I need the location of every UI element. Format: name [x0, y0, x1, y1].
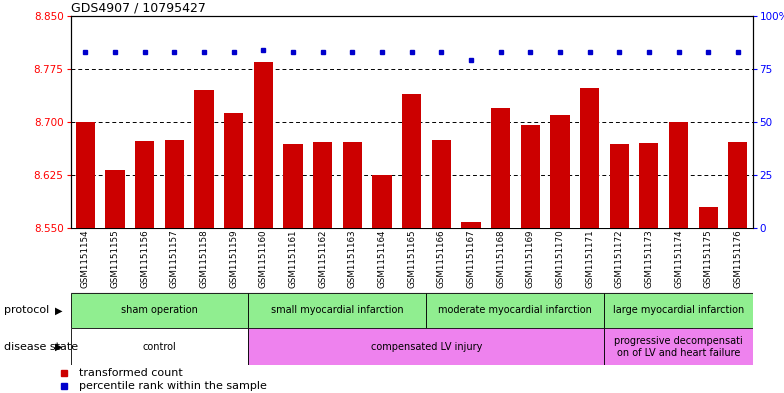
Bar	[639, 143, 659, 228]
Text: GSM1151156: GSM1151156	[140, 229, 149, 288]
Text: GDS4907 / 10795427: GDS4907 / 10795427	[71, 2, 205, 15]
Text: GSM1151157: GSM1151157	[170, 229, 179, 288]
Bar	[604, 293, 753, 328]
Text: GSM1151175: GSM1151175	[704, 229, 713, 288]
Text: GSM1151163: GSM1151163	[348, 229, 357, 288]
Text: percentile rank within the sample: percentile rank within the sample	[78, 381, 267, 391]
Bar	[580, 88, 599, 228]
Text: GSM1151155: GSM1151155	[111, 229, 119, 288]
Text: small myocardial infarction: small myocardial infarction	[271, 305, 404, 316]
Text: sham operation: sham operation	[121, 305, 198, 316]
Bar	[609, 145, 629, 228]
Bar	[604, 328, 753, 365]
Bar	[461, 222, 481, 228]
Bar	[254, 62, 273, 228]
Text: compensated LV injury: compensated LV injury	[371, 342, 482, 352]
Text: GSM1151172: GSM1151172	[615, 229, 624, 288]
Text: GSM1151162: GSM1151162	[318, 229, 327, 288]
Text: GSM1151166: GSM1151166	[437, 229, 446, 288]
Text: GSM1151167: GSM1151167	[466, 229, 475, 288]
Text: GSM1151168: GSM1151168	[496, 229, 505, 288]
Text: GSM1151159: GSM1151159	[229, 229, 238, 288]
Bar	[283, 145, 303, 228]
Text: GSM1151161: GSM1151161	[289, 229, 297, 288]
Text: GSM1151170: GSM1151170	[555, 229, 564, 288]
Text: GSM1151171: GSM1151171	[585, 229, 594, 288]
Text: GSM1151165: GSM1151165	[407, 229, 416, 288]
Bar	[194, 90, 214, 228]
Text: control: control	[143, 342, 176, 352]
Bar	[402, 94, 421, 228]
Bar	[71, 328, 249, 365]
Text: GSM1151169: GSM1151169	[526, 229, 535, 288]
Bar	[76, 122, 95, 228]
Bar	[343, 141, 362, 228]
Bar	[669, 122, 688, 228]
Bar	[699, 207, 718, 228]
Bar	[224, 113, 243, 228]
Text: GSM1151174: GSM1151174	[674, 229, 683, 288]
Bar	[249, 328, 604, 365]
Text: progressive decompensati
on of LV and heart failure: progressive decompensati on of LV and he…	[614, 336, 743, 358]
Text: disease state: disease state	[4, 342, 78, 352]
Bar	[165, 140, 184, 228]
Text: transformed count: transformed count	[78, 368, 183, 378]
Text: ▶: ▶	[55, 305, 63, 316]
Bar	[313, 141, 332, 228]
Bar	[372, 175, 391, 228]
Bar	[432, 140, 451, 228]
Text: GSM1151158: GSM1151158	[199, 229, 209, 288]
Text: GSM1151176: GSM1151176	[733, 229, 742, 288]
Text: moderate myocardial infarction: moderate myocardial infarction	[438, 305, 593, 316]
Text: GSM1151154: GSM1151154	[81, 229, 90, 288]
Bar	[491, 108, 510, 228]
Text: protocol: protocol	[4, 305, 49, 316]
Text: large myocardial infarction: large myocardial infarction	[613, 305, 744, 316]
Bar	[249, 293, 426, 328]
Bar	[105, 170, 125, 228]
Bar	[550, 115, 569, 228]
Bar	[71, 293, 249, 328]
Text: ▶: ▶	[55, 342, 63, 352]
Text: GSM1151160: GSM1151160	[259, 229, 268, 288]
Bar	[135, 141, 154, 228]
Bar	[728, 141, 747, 228]
Text: GSM1151164: GSM1151164	[377, 229, 387, 288]
Bar	[426, 293, 604, 328]
Text: GSM1151173: GSM1151173	[644, 229, 653, 288]
Bar	[521, 125, 540, 228]
